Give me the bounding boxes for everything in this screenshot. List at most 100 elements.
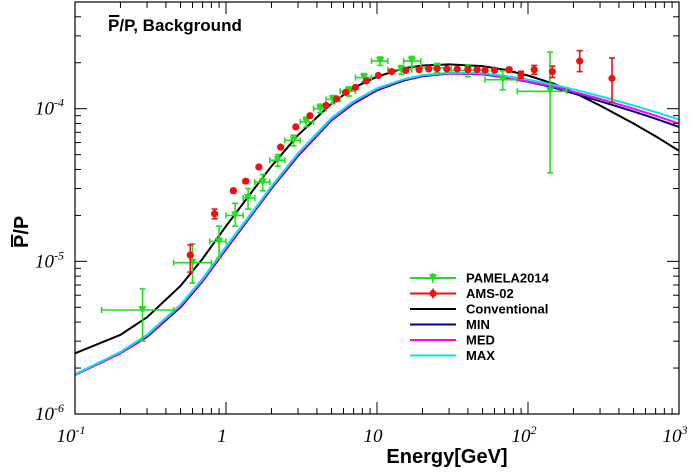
data-point-ams-02 [576,49,584,73]
data-point-ams-02 [292,123,300,131]
data-points [100,49,616,342]
y-tick-label-exponent: -4 [54,96,64,110]
point-marker [498,75,507,84]
data-point-pamela2014 [253,173,271,192]
data-point-ams-02 [362,77,370,85]
point-marker [215,237,224,246]
point-marker [473,66,481,74]
point-marker [443,65,451,73]
legend-marker [429,289,437,298]
legend-entry-pamela2014: PAMELA2014 [410,271,550,286]
x-tick-label-exponent: 2 [531,423,537,437]
point-marker [332,95,341,103]
legend-label: MAX [466,348,495,363]
plot-title-bar-symbol: P [108,16,119,35]
data-point-pamela2014 [100,288,175,342]
x-tick-label-exponent: -1 [76,423,86,437]
point-marker [388,67,396,76]
data-point-ams-02 [255,163,263,171]
x-tick-label: 10-1 [57,423,86,447]
point-marker [289,136,298,145]
legend-entry-ams-02: AMS-02 [410,286,514,301]
legend-entry-conventional: Conventional [410,302,548,317]
data-point-pamela2014 [208,225,227,259]
point-marker [231,211,240,220]
point-marker [273,156,282,165]
point-marker [517,71,525,79]
point-marker [464,66,472,74]
data-point-ams-02 [433,65,441,73]
x-tick-label-base: 10 [57,426,77,447]
point-marker [362,77,370,85]
data-point-ams-02 [505,66,513,74]
data-point-pamela2014 [299,116,315,128]
data-point-ams-02 [242,177,250,185]
data-point-pamela2014 [402,55,422,67]
point-marker [258,178,267,187]
x-tick-label: 103 [663,423,688,447]
point-marker [402,66,410,75]
point-marker [576,57,584,65]
data-point-ams-02 [464,66,472,74]
data-point-pamela2014 [225,202,245,227]
point-marker [302,117,311,126]
point-marker [433,65,441,73]
point-marker [481,66,489,74]
y-axis-label-bar-symbol: P [11,235,33,248]
point-marker [453,65,461,73]
point-marker [210,210,219,218]
point-marker [292,123,300,131]
x-tick-label-base: 10 [663,426,683,447]
data-point-pamela2014 [268,153,286,168]
point-marker [407,57,416,66]
legend-entry-max: MAX [410,348,495,363]
y-tick-label-exponent: -5 [54,248,64,262]
data-point-ams-02 [473,66,481,74]
series-ams-02 [186,49,616,273]
y-tick-label: 10-5 [35,248,64,272]
axis-ticks [74,1,679,415]
y-tick-label-base: 10 [35,404,55,425]
x-tick-label-exponent: 3 [681,423,688,437]
data-point-ams-02 [210,208,219,220]
data-point-ams-02 [443,65,451,73]
point-marker [548,67,556,76]
y-tick-label-exponent: -6 [54,401,64,415]
data-point-ams-02 [402,66,410,75]
point-marker [415,66,423,74]
legend-marker [429,274,437,282]
data-point-ams-02 [332,95,341,103]
point-marker [322,101,330,110]
data-point-pamela2014 [283,134,301,147]
data-point-ams-02 [608,57,616,104]
x-tick-label-base: 1 [217,426,227,447]
point-marker [342,88,350,96]
data-point-pamela2014 [242,187,256,210]
data-point-ams-02 [517,70,525,80]
data-point-ams-02 [453,65,461,73]
point-marker [608,74,616,82]
legend-entry-med: MED [410,333,495,348]
legend-label: PAMELA2014 [466,271,550,286]
data-point-ams-02 [388,67,396,76]
point-marker [316,104,325,113]
point-marker [306,112,314,120]
data-point-ams-02 [548,65,556,79]
data-point-pamela2014 [516,51,568,174]
data-point-ams-02 [374,71,382,80]
point-marker [138,306,147,315]
data-point-ams-02 [481,66,489,74]
x-tick-label-base: 10 [512,426,532,447]
x-axis-label: Energy[GeV] [386,446,507,468]
point-marker [546,87,555,96]
plot-title-rest: /P, Background [119,16,242,35]
point-marker [351,83,360,91]
y-tick-label: 10-4 [35,96,64,120]
point-marker [425,65,433,73]
point-marker [359,73,368,82]
legend-label: MED [466,333,495,348]
legend-label: Conventional [466,302,548,317]
